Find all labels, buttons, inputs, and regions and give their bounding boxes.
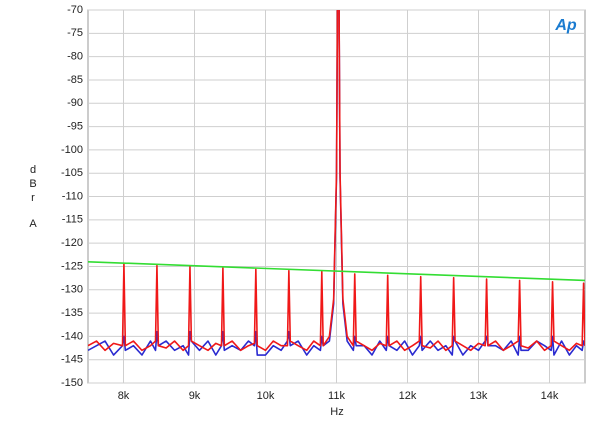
y-tick-label: -95 <box>67 120 83 132</box>
series-line <box>88 10 585 352</box>
y-tick-label: -110 <box>62 190 83 202</box>
y-tick-label: -140 <box>61 330 83 342</box>
y-tick-label: -100 <box>61 144 83 156</box>
y-tick-label: -75 <box>67 27 83 39</box>
x-tick-label: 13k <box>470 390 488 402</box>
series-line <box>88 260 585 282</box>
y-tick-label: -115 <box>62 214 83 226</box>
y-tick-label: -105 <box>61 167 83 179</box>
logo: Ap <box>554 17 577 34</box>
y-axis-unit: A <box>29 218 37 230</box>
y-tick-label: -135 <box>61 307 83 319</box>
y-tick-label: -85 <box>67 74 83 86</box>
x-tick-label: 9k <box>189 390 201 402</box>
y-tick-label: -150 <box>61 377 83 389</box>
x-tick-label: 11k <box>328 390 345 402</box>
y-tick-label: -70 <box>67 4 83 16</box>
x-tick-label: 12k <box>399 390 417 402</box>
y-tick-label: -125 <box>61 260 83 272</box>
x-tick-label: 10k <box>257 390 275 402</box>
x-tick-label: 8k <box>118 390 130 402</box>
y-tick-label: -145 <box>61 354 83 366</box>
y-tick-label: -120 <box>61 237 83 249</box>
y-tick-label: -90 <box>67 97 83 109</box>
y-tick-label: -80 <box>67 51 83 63</box>
y-tick-label: -130 <box>61 284 83 296</box>
x-tick-label: 14k <box>541 390 559 402</box>
x-axis-label: Hz <box>330 406 343 418</box>
